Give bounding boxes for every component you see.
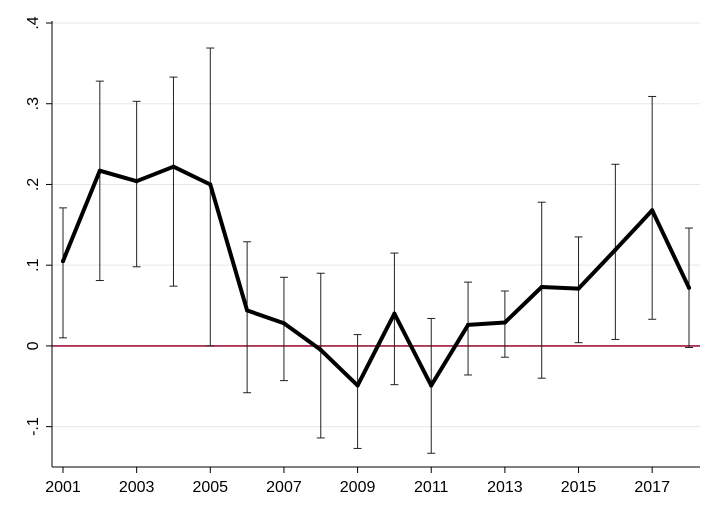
x-tick-label: 2017 (634, 479, 670, 496)
data-point-2011 (429, 383, 434, 388)
axes (46, 21, 700, 473)
data-point-2009 (355, 383, 360, 388)
y-tick-label: .1 (25, 258, 42, 271)
gridlines (52, 22, 700, 428)
error-bar-2010 (390, 252, 399, 386)
y-tick-label: .3 (25, 97, 42, 110)
error-bars (59, 47, 693, 454)
data-point-2007 (281, 321, 286, 326)
data-point-2004 (171, 164, 176, 169)
error-bar-2009 (353, 334, 362, 449)
data-point-2002 (97, 168, 102, 173)
error-bar-2003 (132, 100, 141, 268)
data-point-2014 (539, 284, 544, 289)
y-tick-labels: -.1 0 .1 .2 .3 .4 (25, 16, 42, 436)
error-bar-2014 (537, 201, 546, 379)
data-point-2017 (650, 208, 655, 213)
error-bar-2002 (95, 80, 104, 282)
error-bar-2008 (316, 272, 325, 439)
error-bar-2007 (279, 276, 288, 382)
data-point-2008 (318, 347, 323, 352)
error-bar-2017 (648, 95, 657, 320)
data-point-2006 (245, 308, 250, 313)
data-point-2001 (61, 259, 65, 264)
y-tick-label: .2 (25, 178, 42, 191)
x-tick-label: 2001 (45, 479, 81, 496)
error-bar-2001 (59, 207, 67, 339)
data-point-2013 (502, 320, 507, 325)
series-line-group (61, 164, 691, 388)
x-tick-label: 2007 (266, 479, 302, 496)
x-tick-label: 2015 (561, 479, 597, 496)
x-tick-label: 2013 (487, 479, 523, 496)
error-bar-2006 (243, 241, 252, 394)
x-tick-label: 2011 (414, 479, 449, 496)
x-tick-label: 2003 (119, 479, 155, 496)
data-point-2016 (613, 247, 618, 252)
data-point-2005 (208, 182, 213, 187)
x-tick-label: 2009 (340, 479, 376, 496)
x-tick-labels: 2001 2003 2005 2007 2009 2011 2013 2015 2017 (45, 479, 670, 496)
y-tick-label: 0 (25, 341, 42, 350)
data-point-2010 (392, 311, 397, 316)
error-bar-2005 (206, 47, 215, 347)
data-point-2015 (576, 286, 581, 291)
y-tick-label: -.1 (25, 417, 42, 436)
error-bar-2004 (169, 76, 178, 287)
x-tick-label: 2005 (192, 479, 228, 496)
data-point-2003 (134, 179, 139, 184)
data-point-2018 (687, 285, 691, 290)
y-tick-label: .4 (25, 16, 42, 29)
data-point-2012 (466, 322, 471, 327)
series-line (61, 164, 691, 388)
